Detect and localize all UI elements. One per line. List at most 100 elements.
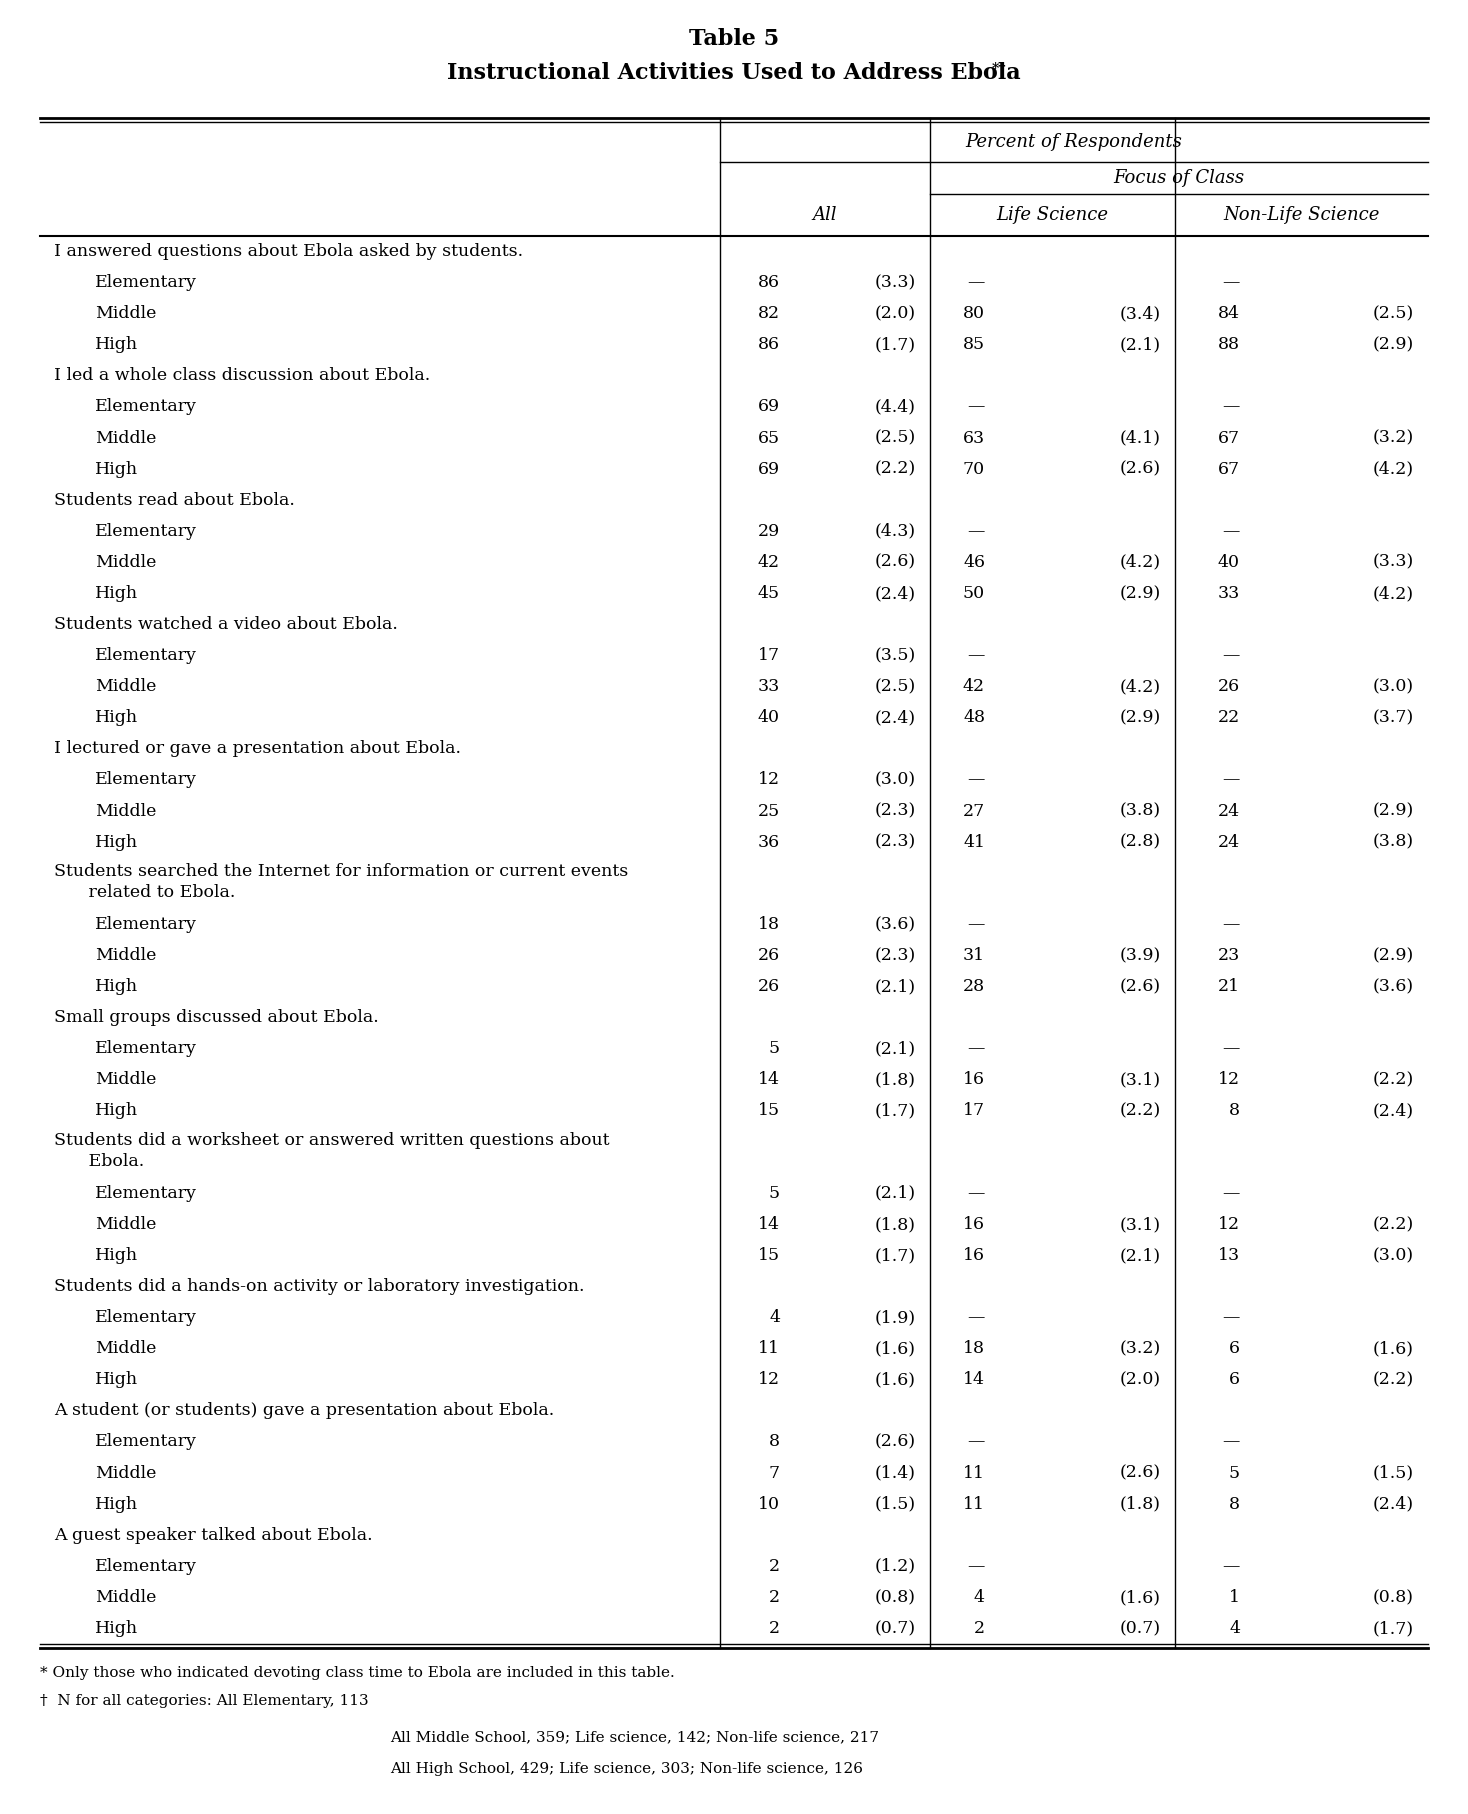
Text: —: — xyxy=(1223,1185,1240,1203)
Text: High: High xyxy=(95,1246,138,1264)
Text: (4.2): (4.2) xyxy=(1373,461,1414,477)
Text: All: All xyxy=(813,207,837,223)
Text: (2.5): (2.5) xyxy=(875,430,916,446)
Text: Middle: Middle xyxy=(95,1072,157,1088)
Text: Middle: Middle xyxy=(95,947,157,963)
Text: High: High xyxy=(95,336,138,354)
Text: Table 5: Table 5 xyxy=(688,27,780,51)
Text: (3.6): (3.6) xyxy=(1373,978,1414,996)
Text: 29: 29 xyxy=(757,522,780,541)
Text: 15: 15 xyxy=(757,1103,780,1119)
Text: 13: 13 xyxy=(1218,1246,1240,1264)
Text: —: — xyxy=(967,522,985,541)
Text: (3.1): (3.1) xyxy=(1120,1072,1161,1088)
Text: 25: 25 xyxy=(757,802,780,820)
Text: (3.0): (3.0) xyxy=(875,771,916,789)
Text: 80: 80 xyxy=(963,305,985,323)
Text: 24: 24 xyxy=(1218,834,1240,851)
Text: High: High xyxy=(95,461,138,477)
Text: (0.7): (0.7) xyxy=(875,1620,916,1636)
Text: 26: 26 xyxy=(757,947,780,963)
Text: (3.0): (3.0) xyxy=(1373,1246,1414,1264)
Text: (2.9): (2.9) xyxy=(1373,802,1414,820)
Text: (2.1): (2.1) xyxy=(1120,1246,1161,1264)
Text: 67: 67 xyxy=(1218,430,1240,446)
Text: (1.2): (1.2) xyxy=(875,1558,916,1575)
Text: High: High xyxy=(95,978,138,996)
Text: A student (or students) gave a presentation about Ebola.: A student (or students) gave a presentat… xyxy=(54,1402,555,1419)
Text: 84: 84 xyxy=(1218,305,1240,323)
Text: Middle: Middle xyxy=(95,305,157,323)
Text: 2: 2 xyxy=(769,1589,780,1605)
Text: (3.2): (3.2) xyxy=(1120,1341,1161,1357)
Text: I led a whole class discussion about Ebola.: I led a whole class discussion about Ebo… xyxy=(54,368,430,385)
Text: Middle: Middle xyxy=(95,802,157,820)
Text: 17: 17 xyxy=(757,648,780,664)
Text: Elementary: Elementary xyxy=(95,274,197,290)
Text: (1.8): (1.8) xyxy=(1120,1495,1161,1513)
Text: 16: 16 xyxy=(963,1246,985,1264)
Text: —: — xyxy=(1223,274,1240,290)
Text: —: — xyxy=(967,1185,985,1203)
Text: (1.6): (1.6) xyxy=(1120,1589,1161,1605)
Text: (2.4): (2.4) xyxy=(1373,1495,1414,1513)
Text: High: High xyxy=(95,1620,138,1636)
Text: 14: 14 xyxy=(757,1215,780,1234)
Text: Middle: Middle xyxy=(95,678,157,695)
Text: High: High xyxy=(95,584,138,602)
Text: 14: 14 xyxy=(963,1371,985,1388)
Text: 5: 5 xyxy=(769,1039,780,1058)
Text: (3.4): (3.4) xyxy=(1120,305,1161,323)
Text: 23: 23 xyxy=(1218,947,1240,963)
Text: 21: 21 xyxy=(1218,978,1240,996)
Text: (0.8): (0.8) xyxy=(875,1589,916,1605)
Text: Middle: Middle xyxy=(95,553,157,571)
Text: (3.9): (3.9) xyxy=(1120,947,1161,963)
Text: Students did a hands-on activity or laboratory investigation.: Students did a hands-on activity or labo… xyxy=(54,1279,584,1295)
Text: Students searched the Internet for information or current events: Students searched the Internet for infor… xyxy=(54,863,628,880)
Text: 22: 22 xyxy=(1218,709,1240,726)
Text: 6: 6 xyxy=(1229,1341,1240,1357)
Text: (2.6): (2.6) xyxy=(1120,978,1161,996)
Text: Middle: Middle xyxy=(95,1589,157,1605)
Text: (3.7): (3.7) xyxy=(1373,709,1414,726)
Text: (3.8): (3.8) xyxy=(1373,834,1414,851)
Text: (0.7): (0.7) xyxy=(1120,1620,1161,1636)
Text: Small groups discussed about Ebola.: Small groups discussed about Ebola. xyxy=(54,1009,379,1027)
Text: (3.1): (3.1) xyxy=(1120,1215,1161,1234)
Text: 11: 11 xyxy=(963,1464,985,1482)
Text: Middle: Middle xyxy=(95,1215,157,1234)
Text: * Only those who indicated devoting class time to Ebola are included in this tab: * Only those who indicated devoting clas… xyxy=(40,1665,675,1680)
Text: 16: 16 xyxy=(963,1215,985,1234)
Text: (1.7): (1.7) xyxy=(1373,1620,1414,1636)
Text: Elementary: Elementary xyxy=(95,1558,197,1575)
Text: 8: 8 xyxy=(1229,1495,1240,1513)
Text: (3.8): (3.8) xyxy=(1120,802,1161,820)
Text: 42: 42 xyxy=(757,553,780,571)
Text: (1.7): (1.7) xyxy=(875,1103,916,1119)
Text: Elementary: Elementary xyxy=(95,1185,197,1203)
Text: —: — xyxy=(1223,1310,1240,1326)
Text: —: — xyxy=(1223,1039,1240,1058)
Text: (2.6): (2.6) xyxy=(1120,1464,1161,1482)
Text: 11: 11 xyxy=(757,1341,780,1357)
Text: (1.4): (1.4) xyxy=(875,1464,916,1482)
Text: (2.5): (2.5) xyxy=(1373,305,1414,323)
Text: (3.5): (3.5) xyxy=(875,648,916,664)
Text: 5: 5 xyxy=(769,1185,780,1203)
Text: —: — xyxy=(967,916,985,932)
Text: (2.2): (2.2) xyxy=(1373,1371,1414,1388)
Text: Elementary: Elementary xyxy=(95,1310,197,1326)
Text: 70: 70 xyxy=(963,461,985,477)
Text: (1.9): (1.9) xyxy=(875,1310,916,1326)
Text: 88: 88 xyxy=(1218,336,1240,354)
Text: 26: 26 xyxy=(1218,678,1240,695)
Text: (2.6): (2.6) xyxy=(875,553,916,571)
Text: †  N for all categories: All Elementary, 113: † N for all categories: All Elementary, … xyxy=(40,1694,368,1709)
Text: (2.9): (2.9) xyxy=(1373,947,1414,963)
Text: Students watched a video about Ebola.: Students watched a video about Ebola. xyxy=(54,617,398,633)
Text: I answered questions about Ebola asked by students.: I answered questions about Ebola asked b… xyxy=(54,243,523,259)
Text: 18: 18 xyxy=(757,916,780,932)
Text: 2: 2 xyxy=(769,1620,780,1636)
Text: 40: 40 xyxy=(1218,553,1240,571)
